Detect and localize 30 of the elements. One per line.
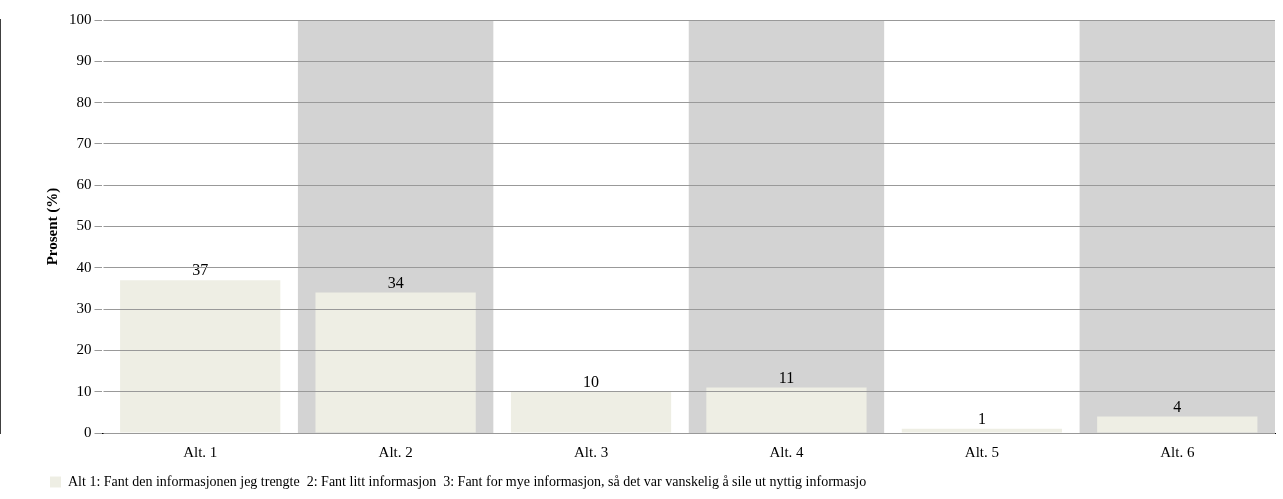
y-tick-label: 50: [76, 217, 92, 234]
y-tick-label: 40: [76, 258, 92, 275]
y-tick-label: 80: [76, 93, 92, 110]
x-tick-label: Alt. 6: [1160, 443, 1195, 460]
y-tick-label: 100: [69, 10, 92, 27]
y-tick-label: 30: [76, 300, 92, 317]
legend-label: Alt 1: Fant den informasjonen jeg trengte 2: Fant litt informasjon 3: Fant for mye informasjon, så det var vanskelig å sile ut nyttig informasjo: [68, 473, 867, 489]
data-label: 1: [977, 410, 986, 428]
y-tick-label: 0: [84, 423, 92, 440]
y-tick-label: 20: [76, 341, 92, 358]
x-tick-label: Alt. 2: [378, 443, 413, 460]
data-label: 11: [778, 368, 795, 386]
y-tick-label: 90: [76, 52, 92, 69]
data-label: 10: [583, 372, 600, 390]
x-tick-label: Alt. 4: [769, 443, 805, 460]
data-label: 37: [192, 261, 209, 279]
y-axis-title: Prosent (%): [43, 187, 61, 266]
y-tick-label: 70: [76, 134, 92, 151]
data-label: 34: [387, 273, 404, 291]
bar: [510, 391, 672, 433]
bar: [1097, 416, 1258, 433]
x-tick-label: Alt. 3: [573, 443, 609, 460]
x-tick-label: Alt. 5: [964, 443, 999, 460]
bar: [706, 387, 867, 433]
data-label: 4: [1173, 397, 1182, 415]
bar: [901, 428, 1062, 433]
x-tick-label: Alt. 1: [183, 443, 218, 460]
y-tick-label: 10: [76, 382, 92, 399]
y-tick-label: 60: [76, 176, 92, 193]
bar: [120, 280, 281, 433]
